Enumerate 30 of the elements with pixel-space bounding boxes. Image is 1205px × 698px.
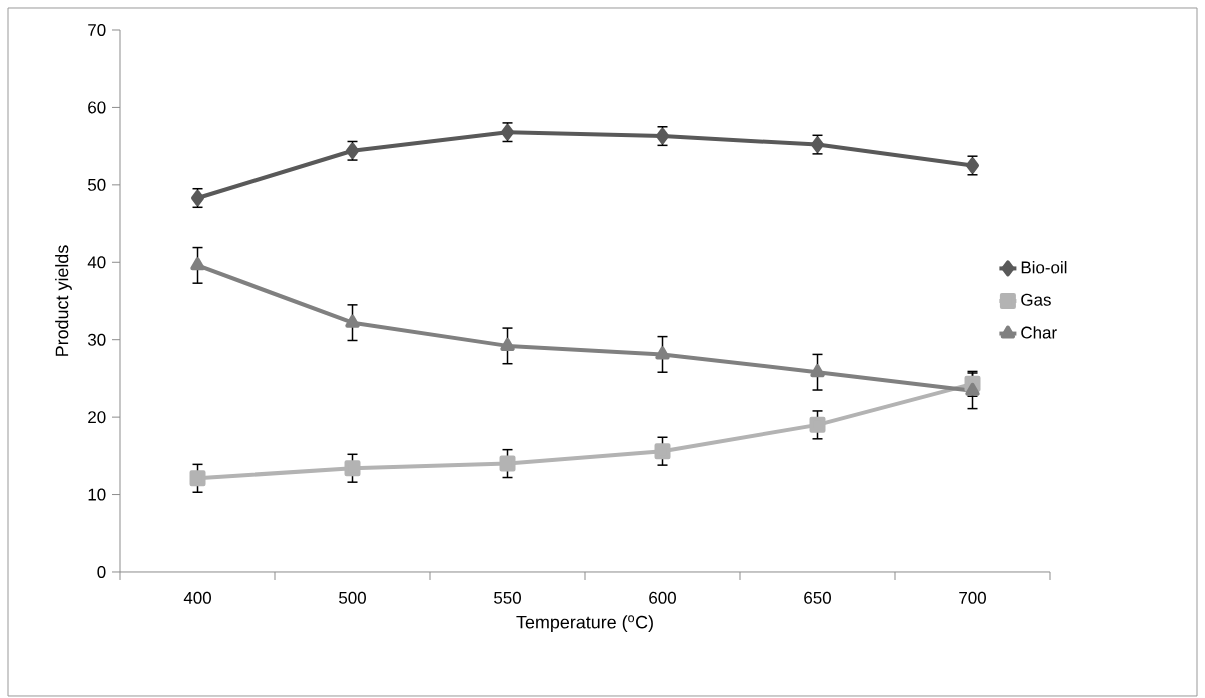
point bbox=[499, 455, 516, 472]
x-axis-title: Temperature ($^{o}$C) bbox=[516, 615, 653, 633]
point bbox=[654, 443, 671, 460]
legend-label: Char bbox=[1021, 326, 1057, 339]
y-tick-label: 30 bbox=[87, 333, 106, 346]
x-tick-label: 500 bbox=[339, 591, 366, 604]
point bbox=[810, 364, 825, 378]
point bbox=[189, 470, 206, 487]
x-tick-label: 700 bbox=[959, 591, 986, 604]
point bbox=[190, 257, 205, 271]
x-tick-label: 550 bbox=[494, 591, 521, 604]
point bbox=[345, 314, 360, 328]
point bbox=[965, 382, 980, 396]
y-tick-label: 70 bbox=[88, 23, 106, 36]
point bbox=[655, 346, 670, 360]
x-tick-label: 400 bbox=[183, 591, 211, 604]
y-axis-title: Product yields bbox=[55, 245, 72, 356]
point bbox=[500, 337, 515, 351]
y-tick-label: 50 bbox=[88, 178, 106, 191]
legend-label: Bio-oil bbox=[1021, 261, 1067, 274]
y-tick-label: 40 bbox=[87, 256, 106, 269]
y-tick-label: 60 bbox=[88, 101, 106, 114]
y-tick-label: 0 bbox=[97, 565, 106, 578]
x-tick-label: 600 bbox=[649, 591, 676, 604]
legend-label: Gas bbox=[1021, 293, 1051, 306]
x-tick-label: 650 bbox=[804, 591, 831, 604]
y-tick-label: 10 bbox=[88, 488, 106, 501]
point bbox=[344, 460, 361, 477]
point bbox=[809, 416, 826, 433]
y-tick-label: 20 bbox=[88, 411, 106, 424]
